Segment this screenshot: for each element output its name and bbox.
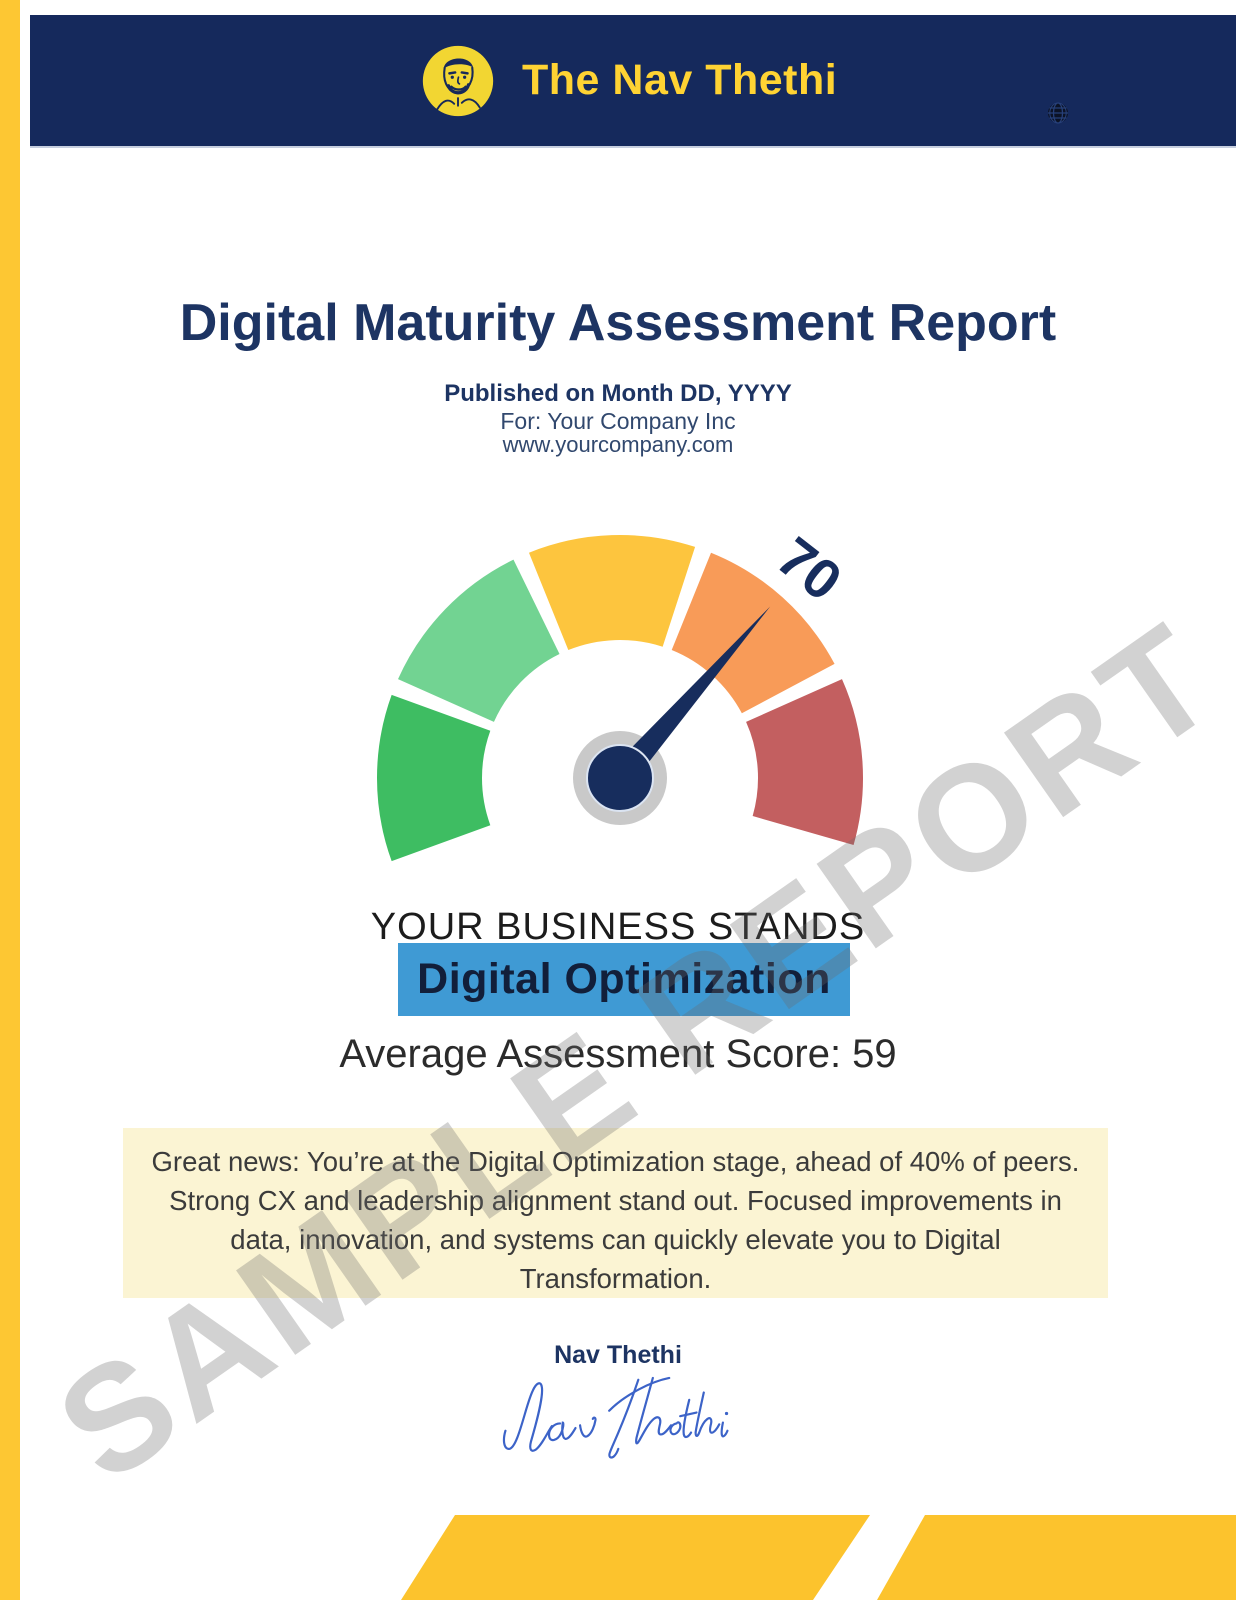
score-line: Average Assessment Score: 59: [339, 1032, 897, 1076]
published-line: Published on Month DD, YYYY: [444, 380, 792, 407]
summary-box: Great news: You’re at the Digital Optimi…: [123, 1128, 1108, 1298]
brand-name: The Nav Thethi: [522, 56, 838, 104]
stage-label: Digital Optimization: [417, 955, 831, 1003]
header-bar: The Nav Thethi: [30, 15, 1236, 148]
stage-badge: Digital Optimization: [398, 943, 850, 1016]
founder-face-avatar-icon: [422, 45, 494, 116]
gauge-needle: [610, 606, 771, 787]
summary-text: Great news: You’re at the Digital Optimi…: [151, 1146, 1080, 1294]
maturity-gauge: 70: [377, 525, 863, 862]
gauge-segment-1: [398, 559, 560, 722]
brand: The Nav Thethi: [420, 15, 837, 146]
signatory-name: Nav Thethi: [554, 1341, 682, 1369]
globe-icon: [1048, 102, 1068, 124]
bottom-accent-shape-right: [877, 1515, 1236, 1600]
bottom-accent-shape-left: [401, 1515, 870, 1600]
gauge-hub: [586, 744, 654, 812]
gauge-segment-0: [377, 694, 491, 862]
signature-handwriting: [502, 1376, 729, 1459]
left-accent-stripe: [0, 0, 20, 1600]
gauge-segment-4: [746, 679, 863, 845]
gauge-segment-2: [528, 535, 696, 651]
stands-heading: YOUR BUSINESS STANDS: [370, 906, 866, 948]
company-line: For: Your Company Inc: [500, 408, 736, 434]
website-line: www.yourcompany.com: [502, 432, 734, 457]
report-title: Digital Maturity Assessment Report: [179, 294, 1057, 352]
